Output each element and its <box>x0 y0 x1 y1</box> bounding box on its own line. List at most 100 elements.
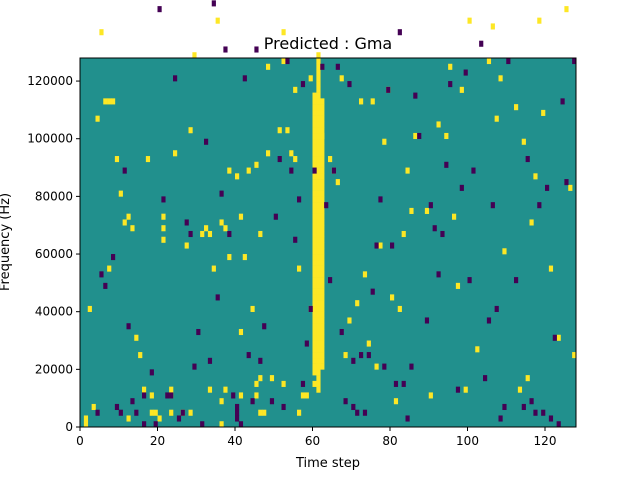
heatmap-cell-low <box>328 277 333 284</box>
heatmap-cell-low <box>386 86 391 93</box>
heatmap-cell-high <box>382 138 387 145</box>
heatmap-cell-low <box>440 230 445 238</box>
heatmap-cell-low <box>304 340 309 347</box>
heatmap-cell-high <box>312 328 317 336</box>
heatmap-cell-high <box>169 386 174 393</box>
heatmap-cell-high <box>316 161 321 168</box>
x-axis: 0 20 40 60 80 100 120 <box>76 427 556 448</box>
heatmap-cell-high <box>320 156 325 163</box>
plot-area <box>80 0 577 428</box>
heatmap-cell-low <box>471 167 476 174</box>
heatmap-cell-high <box>316 196 321 203</box>
heatmap-cell-low <box>417 132 422 140</box>
heatmap-cell-high <box>312 288 317 295</box>
heatmap-cell-high <box>320 184 325 191</box>
heatmap-cell-high <box>297 265 302 272</box>
heatmap-cell-high <box>308 75 313 82</box>
heatmap-cell-high <box>293 86 298 93</box>
heatmap-cell-high <box>347 317 352 324</box>
heatmap-cell-high <box>393 398 399 405</box>
heatmap-cell-high <box>153 409 158 416</box>
heatmap-cell-low <box>192 363 197 370</box>
heatmap-cell-high <box>111 98 116 105</box>
heatmap-cell-high <box>223 225 228 232</box>
heatmap-cell-high <box>316 138 321 145</box>
heatmap-cell-high <box>316 265 321 272</box>
heatmap-cell-low <box>444 161 449 168</box>
heatmap-cell-high <box>316 352 321 359</box>
heatmap-cell-high <box>320 127 325 134</box>
heatmap-cell-high <box>316 369 321 376</box>
heatmap-cell-high <box>316 363 321 370</box>
chart-title: Predicted : Gma <box>264 34 392 53</box>
heatmap-cell-high <box>289 150 294 157</box>
heatmap-cell-high <box>316 179 321 186</box>
heatmap-cell-low <box>188 230 193 238</box>
heatmap-cell-high <box>242 254 247 261</box>
heatmap-cell-high <box>320 305 325 312</box>
heatmap-cell-low <box>227 230 232 238</box>
heatmap-cell-high <box>266 63 271 70</box>
heatmap-cell-high <box>192 52 197 59</box>
heatmap-cell-high <box>312 230 317 238</box>
heatmap-cell-high <box>316 69 321 76</box>
heatmap-cell-high <box>316 132 321 140</box>
heatmap-cell-high <box>320 179 325 186</box>
heatmap-cell-high <box>467 17 472 24</box>
heatmap-cell-high <box>312 104 317 111</box>
heatmap-cell-low <box>343 398 348 405</box>
heatmap-cell-low <box>405 415 410 422</box>
heatmap-cell-low <box>173 75 178 82</box>
heatmap-cell-high <box>316 81 321 88</box>
heatmap-cell-high <box>316 167 321 174</box>
heatmap-cell-high <box>525 375 530 382</box>
heatmap-cell-high <box>312 219 317 226</box>
heatmap-cell-low <box>254 46 259 53</box>
heatmap-cell-high <box>320 357 325 364</box>
heatmap-cell-high <box>316 230 321 238</box>
heatmap-cell-high <box>320 213 325 220</box>
heatmap-cell-high <box>320 317 325 324</box>
heatmap-cell-high <box>339 75 344 82</box>
heatmap-cell-low <box>560 98 565 105</box>
heatmap-cell-high <box>316 104 321 111</box>
heatmap-cell-low <box>277 156 282 163</box>
heatmap-cell-high <box>316 271 321 278</box>
heatmap-cell-low <box>483 375 488 382</box>
heatmap-cell-high <box>200 230 205 238</box>
heatmap-cell-high <box>262 409 267 416</box>
heatmap-cell-low <box>114 403 120 411</box>
heatmap-cell-low <box>196 328 201 336</box>
heatmap-cell-high <box>316 254 321 261</box>
heatmap-cell-low <box>362 409 368 416</box>
x-tick-label: 0 <box>76 434 84 448</box>
heatmap-cell-high <box>130 225 135 232</box>
heatmap-cell-high <box>378 242 383 249</box>
heatmap-cell-low <box>169 392 174 399</box>
heatmap-cell-low <box>413 92 418 99</box>
x-tick-label: 20 <box>150 434 165 448</box>
heatmap-cell-high <box>320 323 325 330</box>
heatmap-cell-high <box>161 225 166 232</box>
heatmap-cell-low <box>246 352 251 359</box>
heatmap-cell-high <box>316 86 321 93</box>
heatmap-cell-low <box>393 380 399 387</box>
heatmap-cell-low <box>366 352 371 359</box>
heatmap-cell-low <box>126 323 131 330</box>
heatmap-cell-low <box>122 167 127 174</box>
heatmap-cell-high <box>312 357 317 364</box>
heatmap-cell-high <box>320 265 325 272</box>
heatmap-cell-low <box>359 352 364 359</box>
heatmap-cell-high <box>316 58 321 65</box>
heatmap-cell-high <box>134 334 139 341</box>
heatmap-cell-high <box>83 415 89 422</box>
heatmap-cell-high <box>312 202 317 209</box>
heatmap-cell-low <box>409 363 414 370</box>
heatmap-cell-low <box>269 398 275 405</box>
heatmap-cell-high <box>316 144 321 151</box>
heatmap-cell-high <box>161 236 166 243</box>
heatmap-cell-high <box>277 127 282 134</box>
heatmap-cell-high <box>316 173 321 180</box>
heatmap-cell-high <box>568 184 573 191</box>
y-tick-label: 60000 <box>35 247 73 261</box>
